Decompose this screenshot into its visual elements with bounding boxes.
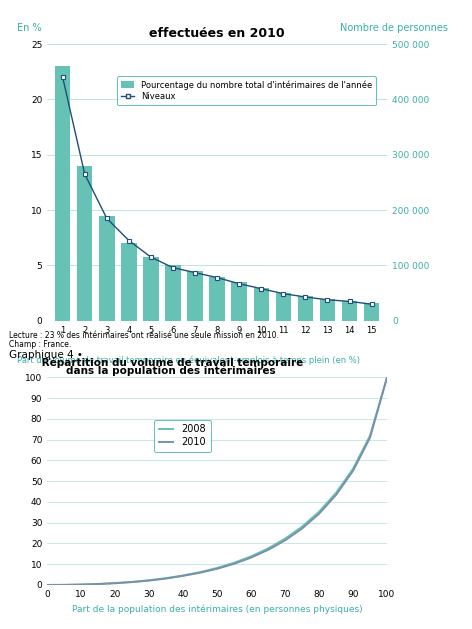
Bar: [231, 282, 247, 321]
Bar: [298, 296, 313, 321]
Text: dans la population des intérimaires: dans la population des intérimaires: [66, 365, 276, 376]
Bar: [342, 301, 357, 321]
Bar: [210, 277, 225, 321]
Bar: [253, 287, 269, 321]
Bar: [143, 257, 159, 321]
Bar: [187, 271, 203, 321]
Bar: [320, 299, 335, 321]
Legend: Pourcentage du nombre total d'intérimaires de l'année, Niveaux: Pourcentage du nombre total d'intérimair…: [118, 76, 376, 105]
Text: Champ : France.: Champ : France.: [9, 340, 72, 348]
Bar: [55, 66, 70, 321]
X-axis label: Part de la population des intérimaires (en personnes physiques): Part de la population des intérimaires (…: [72, 604, 362, 614]
Text: Graphique 4 •: Graphique 4 •: [9, 350, 86, 360]
Text: Répartition du volume de travail temporaire: Répartition du volume de travail tempora…: [9, 357, 303, 368]
Bar: [364, 303, 379, 321]
Bar: [165, 265, 181, 321]
Bar: [99, 216, 115, 321]
Text: En %: En %: [17, 23, 41, 33]
Bar: [77, 166, 93, 321]
Title: effectuées en 2010: effectuées en 2010: [149, 27, 285, 40]
Bar: [276, 293, 291, 321]
Legend: 2008, 2010: 2008, 2010: [154, 420, 211, 452]
Text: Part du volume de travail temporaire en équivalent-emplois à temps plein (en %): Part du volume de travail temporaire en …: [17, 355, 360, 365]
Bar: [121, 243, 136, 321]
Text: Nombre de personnes: Nombre de personnes: [340, 23, 448, 33]
Text: Lecture : 23 % des intérimaires ont réalisé une seule mission en 2010.: Lecture : 23 % des intérimaires ont réal…: [9, 331, 279, 340]
